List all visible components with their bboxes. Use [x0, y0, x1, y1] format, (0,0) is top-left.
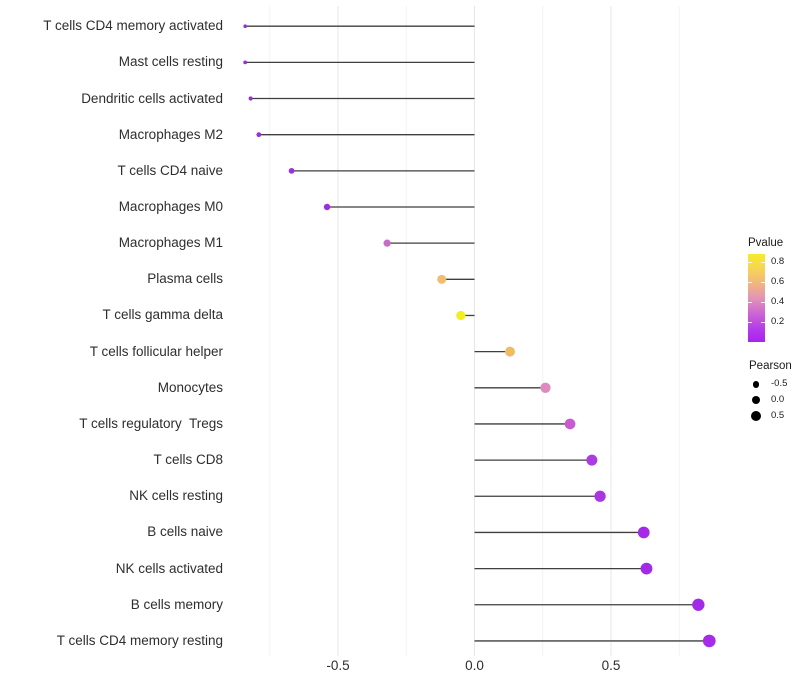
lollipop-dot: [594, 490, 606, 502]
pvalue-tick-label: 0.8: [771, 256, 785, 267]
lollipop-dot: [564, 418, 576, 430]
y-axis-label: T cells CD8: [153, 452, 223, 468]
pvalue-colorbar-tick: [761, 281, 765, 283]
lollipop-dot: [323, 203, 331, 211]
x-axis-tick-label: 0.0: [465, 658, 484, 673]
pearson-tick-label: 0.0: [771, 394, 785, 405]
pearson-size-dot: [752, 380, 760, 388]
x-axis-tick-label: -0.5: [326, 658, 350, 673]
y-axis-label: T cells CD4 memory resting: [56, 632, 223, 648]
pearson-size-dot: [751, 395, 761, 405]
y-axis-label: Macrophages M0: [118, 199, 223, 214]
lollipop-dot: [243, 24, 247, 29]
y-axis-label: T cells regulatory Tregs: [79, 415, 223, 431]
lollipop-dot: [540, 382, 551, 393]
y-axis-label: T cells CD4 memory activated: [43, 18, 223, 34]
pvalue-tick-label: 0.4: [771, 296, 785, 307]
pvalue-colorbar-tick: [748, 281, 752, 283]
lollipop-dot: [383, 239, 391, 247]
y-axis-label: Macrophages M2: [118, 126, 223, 142]
y-axis-label: Macrophages M1: [118, 235, 223, 251]
y-axis-label: Plasma cells: [147, 271, 223, 287]
x-axis-tick-label: 0.5: [601, 658, 621, 673]
y-axis-label: T cells follicular helper: [89, 343, 223, 359]
y-axis-label: Mast cells resting: [118, 54, 223, 70]
y-axis-label: B cells memory: [130, 596, 223, 612]
lollipop-dot: [456, 310, 466, 321]
pvalue-colorbar-tick: [761, 301, 765, 303]
lollipop-dot: [243, 60, 248, 65]
lollipop-dot: [702, 634, 716, 648]
y-axis-label: Monocytes: [157, 379, 223, 395]
y-axis-label: NK cells resting: [129, 488, 223, 504]
y-axis-label: NK cells activated: [115, 560, 223, 576]
pvalue-legend-title: Pvalue: [748, 237, 784, 249]
lollipop-dot: [248, 96, 253, 101]
pvalue-tick-label: 0.2: [771, 316, 785, 327]
lollipop-dot: [256, 132, 262, 138]
lollipop-dot: [288, 167, 295, 174]
pearson-size-dot: [750, 410, 762, 421]
lollipop-dot: [586, 454, 598, 466]
pearson-tick-label: 0.5: [771, 409, 785, 421]
pvalue-gradient-bar: [748, 254, 765, 342]
pvalue-tick-label: 0.6: [771, 276, 785, 287]
pvalue-colorbar-tick: [748, 261, 752, 263]
lollipop-dot: [640, 562, 653, 575]
y-axis-label: T cells CD4 naive: [117, 162, 223, 178]
lollipop-dot: [692, 598, 705, 611]
y-axis-label: Dendritic cells activated: [81, 90, 223, 106]
pvalue-colorbar-tick: [748, 301, 752, 303]
pvalue-colorbar-tick: [761, 321, 765, 323]
y-axis-label: B cells naive: [147, 524, 223, 540]
lollipop-dot: [437, 274, 447, 284]
lollipop-dot: [637, 526, 650, 539]
pearson-legend-title: Pearson: [749, 360, 792, 372]
pvalue-colorbar-tick: [748, 321, 752, 323]
pvalue-colorbar-tick: [761, 261, 765, 263]
lollipop-dot: [504, 346, 515, 357]
y-axis-label: T cells gamma delta: [102, 307, 223, 323]
pearson-tick-label: -0.5: [771, 378, 788, 390]
